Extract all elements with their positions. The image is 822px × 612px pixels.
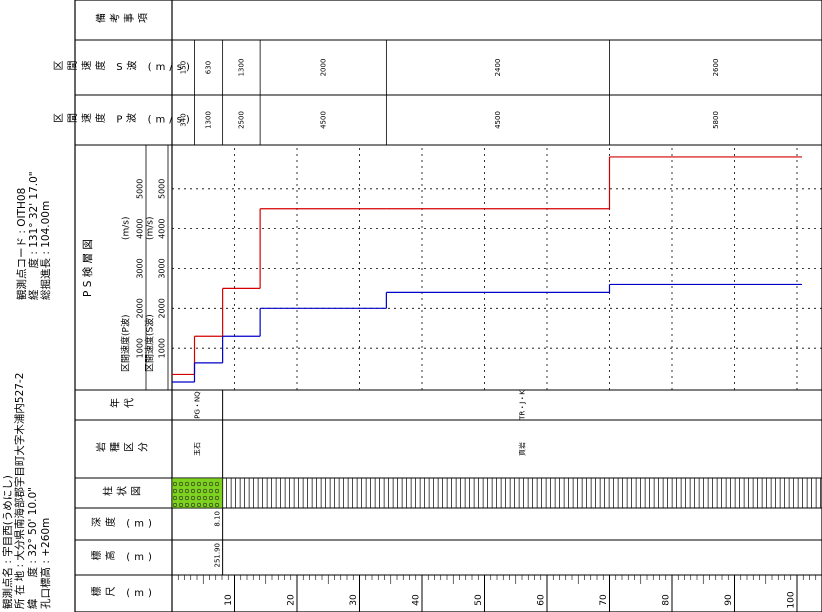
column-header: 標高 (m) [90, 551, 156, 563]
velocity-value: 2400 [494, 59, 502, 77]
gravel-dot [184, 481, 190, 487]
age-label: PG・NQ [193, 391, 201, 419]
gravel-dot [196, 495, 202, 501]
gravel-dot [172, 488, 178, 494]
gravel-dot [184, 488, 190, 494]
rock-label: 玉石 [193, 442, 201, 456]
axis-label: 区間速度(S波) [144, 314, 156, 372]
depth-tick-label: 100 [787, 591, 797, 608]
velocity-value: 4500 [319, 111, 327, 129]
velocity-value: 630 [205, 61, 213, 74]
gravel-dot [178, 495, 184, 501]
header-field: 観測点名 : 宇目西(うめにし) [1, 475, 14, 609]
gravel-dot [178, 488, 184, 494]
boundary-depth: 8.10 [214, 511, 222, 527]
header-field: 緯 度 : 32° 50' 10.0" [26, 487, 39, 609]
velocity-value: 2500 [237, 111, 245, 129]
depth-tick-label: 90 [724, 594, 734, 606]
column-header: 区間速度 S波 (m/s) [53, 61, 194, 73]
age-label: TR・J・K [518, 390, 526, 421]
velocity-tick-label: 1000 [136, 338, 145, 358]
gravel-dot [202, 481, 208, 487]
velocity-value: 1300 [205, 111, 213, 129]
velocity-tick-label: 2000 [136, 298, 145, 318]
axis-unit: (m/s) [146, 216, 156, 240]
gravel-dot [208, 488, 214, 494]
column-header: 深度 (m) [91, 518, 156, 530]
velocity-value: 1300 [237, 59, 245, 77]
depth-tick-label: 50 [474, 594, 484, 606]
boundary-elevation: 251.90 [214, 543, 222, 568]
gravel-dot [184, 495, 190, 501]
header-field: 観測点コード : OITH08 [15, 188, 28, 300]
velocity-tick-label: 3000 [158, 258, 167, 278]
velocity-value: 340 [179, 113, 187, 126]
gravel-dot [208, 481, 214, 487]
gravel-dot [214, 502, 220, 508]
depth-tick-label: 40 [412, 594, 422, 606]
column-header: 標尺 (m) [90, 587, 156, 599]
gravel-dot [196, 502, 202, 508]
depth-tick-label: 20 [287, 594, 297, 606]
velocity-value: 150 [179, 61, 187, 74]
gravel-dot [202, 488, 208, 494]
velocity-tick-label: 4000 [158, 218, 167, 238]
column-header: 備考事項 [94, 14, 151, 26]
velocity-tick-label: 4000 [136, 218, 145, 238]
gravel-dot [190, 481, 196, 487]
velocity-value: 2600 [712, 59, 720, 77]
column-header: 岩種区分 [94, 443, 151, 455]
gravel-dot [196, 488, 202, 494]
gravel-dot [214, 495, 220, 501]
gravel-dot [208, 495, 214, 501]
gravel-dot [190, 488, 196, 494]
depth-tick-label: 80 [662, 594, 672, 606]
gravel-dot [208, 502, 214, 508]
table-border [74, 0, 822, 612]
depth-tick-label: 30 [349, 594, 359, 606]
chart-title: P S 検 層 図 [81, 239, 94, 297]
velocity-tick-label: 2000 [158, 298, 167, 318]
gravel-dot [196, 481, 202, 487]
gravel-dot [172, 481, 178, 487]
axis-unit: (m/s) [122, 216, 132, 240]
header-field: 所 在 地 : 大分県南海部郡宇目町大字木浦内527-2 [13, 373, 26, 609]
gravel-dot [202, 502, 208, 508]
gravel-dot [172, 495, 178, 501]
depth-tick-label: 70 [599, 594, 609, 606]
header-field: 総掘進長 : 104.00m [39, 201, 52, 300]
depth-tick-label: 60 [537, 594, 547, 606]
velocity-value: 4500 [494, 111, 502, 129]
column-header: 柱状図 [101, 487, 144, 499]
velocity-value: 2000 [319, 59, 327, 77]
column-header: 区間速度 P波 (m/s) [53, 114, 194, 126]
axis-label: 区間速度(P波) [120, 315, 132, 372]
gravel-dot [214, 488, 220, 494]
header-field: 経 度 : 131° 32' 17.0" [27, 171, 40, 300]
gravel-dot [202, 495, 208, 501]
gravel-dot [184, 502, 190, 508]
rock-label: 頁岩 [517, 442, 526, 456]
depth-tick-label: 10 [224, 594, 234, 606]
velocity-tick-label: 5000 [136, 179, 145, 199]
gravel-dot [172, 502, 178, 508]
velocity-tick-label: 3000 [136, 258, 145, 278]
gravel-dot [214, 481, 220, 487]
column-header: 年代 [108, 399, 137, 411]
velocity-value: 5800 [712, 111, 720, 129]
header-field: 孔口標高 : +260m [39, 518, 52, 609]
velocity-tick-label: 1000 [158, 338, 167, 358]
velocity-tick-label: 5000 [158, 179, 167, 199]
gravel-dot [178, 502, 184, 508]
gravel-dot [190, 502, 196, 508]
gravel-dot [190, 495, 196, 501]
gravel-dot [178, 481, 184, 487]
